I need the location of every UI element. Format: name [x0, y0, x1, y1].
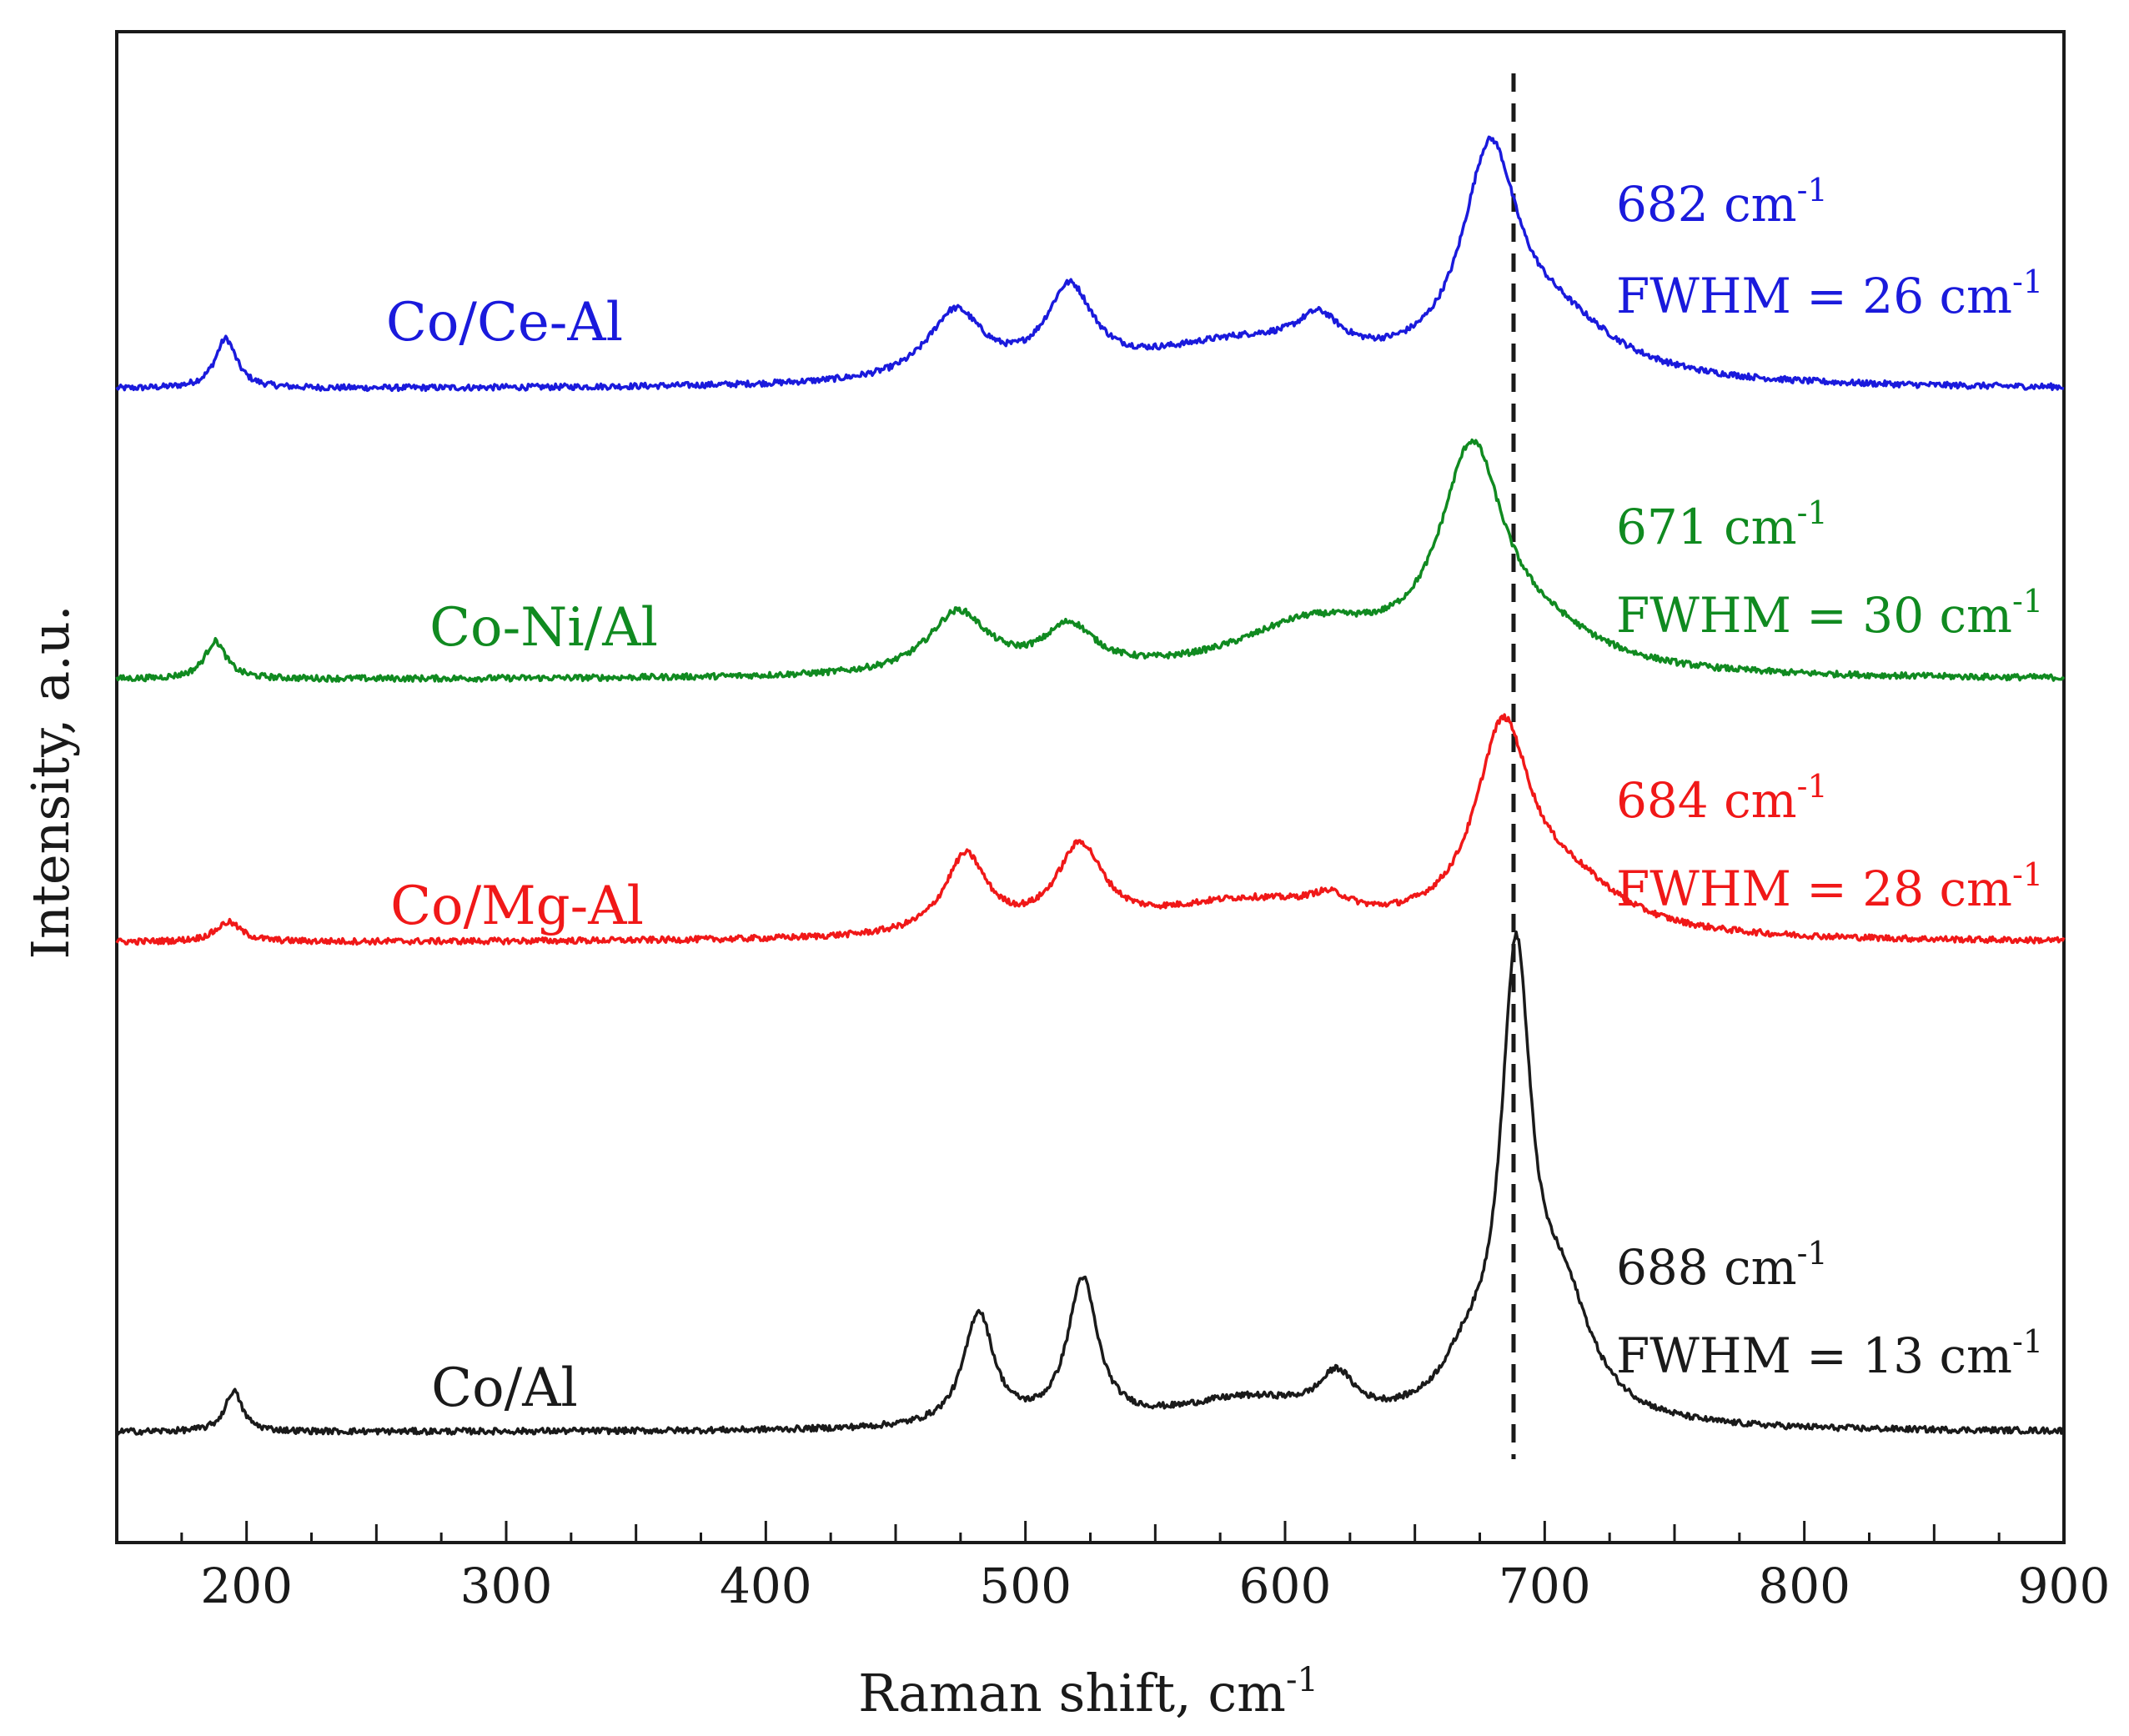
fwhm-annotation: FWHM = 28 cm-1	[1616, 856, 2043, 917]
series-line	[115, 930, 2066, 1436]
series-line	[115, 438, 2066, 683]
x-axis-label-sup: -1	[1286, 1661, 1318, 1699]
fwhm-text: FWHM = 13 cm	[1616, 1327, 2012, 1384]
series-line	[115, 135, 2065, 393]
fwhm-sup: -1	[2012, 263, 2043, 300]
peak-position-annotation: 671 cm-1	[1616, 494, 1828, 555]
series-label: Co/Al	[431, 1357, 578, 1419]
peak-position-text: 684 cm	[1616, 772, 1797, 829]
x-tick-label: 600	[1239, 1558, 1332, 1614]
fwhm-text: FWHM = 30 cm	[1616, 587, 2012, 644]
fwhm-text: FWHM = 28 cm	[1616, 860, 2012, 917]
peak-position-sup: -1	[1797, 172, 1828, 208]
peak-position-annotation: 688 cm-1	[1616, 1235, 1828, 1296]
fwhm-annotation: FWHM = 30 cm-1	[1616, 583, 2043, 644]
x-tick-label: 200	[200, 1558, 293, 1614]
x-tick-label: 300	[460, 1558, 553, 1614]
peak-position-text: 682 cm	[1616, 176, 1797, 233]
fwhm-sup: -1	[2012, 583, 2043, 620]
fwhm-text: FWHM = 26 cm	[1616, 268, 2012, 324]
fwhm-sup: -1	[2012, 1323, 2043, 1360]
peak-position-sup: -1	[1797, 494, 1828, 531]
peak-position-annotation: 684 cm-1	[1616, 768, 1828, 829]
series-label: Co/Mg-Al	[390, 876, 644, 937]
y-axis-label: Intensity, a.u.	[20, 605, 81, 959]
x-axis-label: Raman shift, cm-1	[858, 1661, 1318, 1723]
peak-position-sup: -1	[1797, 1235, 1828, 1272]
x-tick-label: 900	[2018, 1558, 2111, 1614]
fwhm-sup: -1	[2012, 856, 2043, 893]
x-ticks-group: 200 300 400 500 600 700 800 900	[115, 1521, 2111, 1614]
series-label: Co-Ni/Al	[429, 597, 658, 659]
x-axis-label-text: Raman shift, cm	[858, 1663, 1286, 1723]
fwhm-annotation: FWHM = 26 cm-1	[1616, 263, 2043, 324]
series-label: Co/Ce-Al	[386, 292, 623, 354]
x-tick-label: 700	[1499, 1558, 1591, 1614]
peak-position-sup: -1	[1797, 768, 1828, 805]
x-tick-label: 400	[720, 1558, 812, 1614]
peak-position-text: 688 cm	[1616, 1239, 1797, 1296]
peak-position-annotation: 682 cm-1	[1616, 172, 1828, 233]
x-tick-label: 500	[979, 1558, 1072, 1614]
series-line	[115, 713, 2066, 946]
x-tick-label: 800	[1758, 1558, 1850, 1614]
fwhm-annotation: FWHM = 13 cm-1	[1616, 1323, 2043, 1384]
peak-position-text: 671 cm	[1616, 499, 1797, 555]
